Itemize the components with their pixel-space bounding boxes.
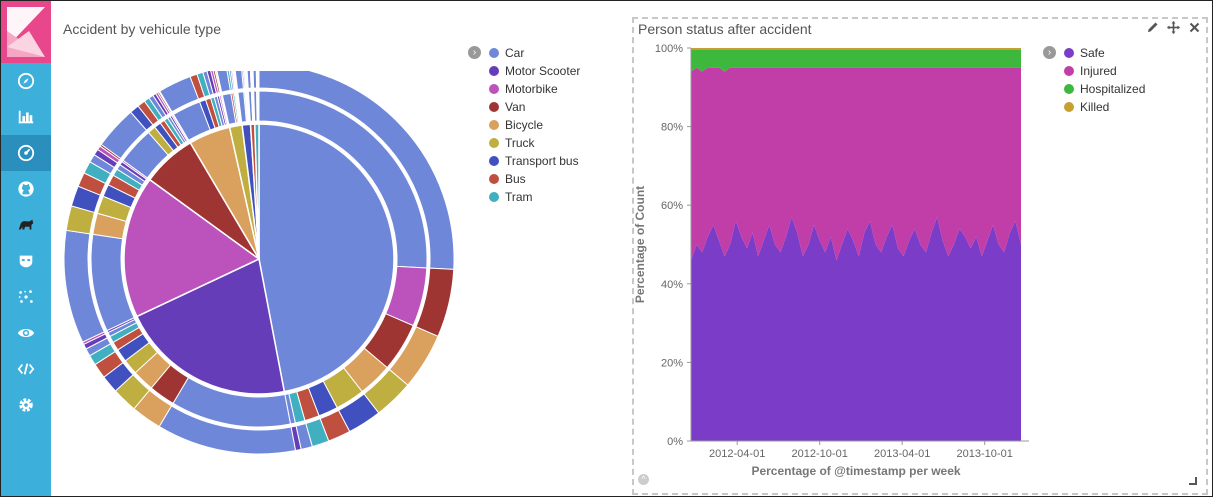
legend-swatch <box>489 120 499 130</box>
legend-swatch <box>1064 66 1074 76</box>
area-series-injured[interactable] <box>691 67 1021 261</box>
legend-label: Car <box>505 46 525 60</box>
eye-icon <box>17 328 35 338</box>
legend-label: Truck <box>505 136 535 150</box>
sidebar-item-monitoring[interactable] <box>1 315 51 351</box>
legend-label: Transport bus <box>505 154 579 168</box>
sidebar-item-dev-tools[interactable] <box>1 351 51 387</box>
pie-legend-item[interactable]: Van <box>489 98 580 116</box>
chevron-right-icon: › <box>1047 47 1052 58</box>
pie-slice[interactable] <box>253 123 260 260</box>
sidebar-item-devtools-mask[interactable] <box>1 243 51 279</box>
legend-label: Killed <box>1080 100 1110 114</box>
pie-legend-item[interactable]: Truck <box>489 134 580 152</box>
legend-swatch <box>489 102 499 112</box>
legend-swatch <box>1064 102 1074 112</box>
timelion-icon <box>18 219 34 230</box>
legend-swatch <box>1064 48 1074 58</box>
pie-legend-item[interactable]: Tram <box>489 188 580 206</box>
pie-legend-item[interactable]: Motor Scooter <box>489 62 580 80</box>
legend-swatch <box>489 156 499 166</box>
x-tick-label: 2012-04-01 <box>709 448 765 460</box>
sunburst-chart[interactable] <box>61 71 461 461</box>
pie-legend-item[interactable]: Bicycle <box>489 116 580 134</box>
github-icon <box>18 181 34 197</box>
legend-swatch <box>489 192 499 202</box>
area-series-safe[interactable] <box>691 216 1021 441</box>
legend-swatch <box>489 48 499 58</box>
area-series-hospitalized[interactable] <box>691 49 1021 72</box>
x-tick-label: 2013-10-01 <box>957 448 1013 460</box>
sidebar <box>1 1 51 496</box>
pie-slice[interactable] <box>135 257 286 395</box>
person-status-panel <box>632 17 1208 495</box>
legend-label: Bicycle <box>505 118 544 132</box>
legend-swatch <box>489 138 499 148</box>
y-tick-label: 40% <box>661 279 683 291</box>
legend-label: Injured <box>1080 64 1117 78</box>
legend-swatch <box>489 66 499 76</box>
sidebar-item-graph[interactable] <box>1 279 51 315</box>
legend-label: Tram <box>505 190 533 204</box>
legend-label: Safe <box>1080 46 1105 60</box>
bar-chart-icon <box>18 110 34 124</box>
legend-swatch <box>489 174 499 184</box>
y-tick-label: 0% <box>667 436 683 448</box>
chevron-right-icon: › <box>472 47 477 58</box>
collapse-icon[interactable]: ^ <box>638 474 649 485</box>
kibana-logo-icon <box>7 7 45 57</box>
area-legend-item[interactable]: Injured <box>1064 62 1145 80</box>
legend-label: Van <box>505 100 526 114</box>
y-axis-title: Percentage of Count <box>633 186 647 303</box>
close-icon[interactable] <box>1189 21 1200 36</box>
panel-title: Accident by vehicule type <box>63 21 221 37</box>
legend-toggle-button-2[interactable]: › <box>1043 46 1056 59</box>
sidebar-item-visualize[interactable] <box>1 99 51 135</box>
legend-label: Motorbike <box>505 82 558 96</box>
pie-legend-item[interactable]: Car <box>489 44 580 62</box>
area-legend-item[interactable]: Safe <box>1064 44 1145 62</box>
y-tick-label: 100% <box>655 43 683 55</box>
area-chart[interactable]: 0% 20% 40% 60% 80% 100% 2012-04-01 2012-10-01 20… <box>633 41 1038 486</box>
legend-toggle-button[interactable]: › <box>468 46 481 59</box>
legend-label: Hospitalized <box>1080 82 1146 96</box>
x-tick-label: 2013-04-01 <box>874 448 930 460</box>
gear-icon <box>19 398 33 412</box>
y-tick-label: 60% <box>661 200 683 212</box>
sidebar-item-discover[interactable] <box>1 63 51 99</box>
dashboard-icon <box>17 144 35 162</box>
sidebar-item-settings[interactable] <box>1 387 51 423</box>
x-tick-label: 2012-10-01 <box>792 448 848 460</box>
x-axis-title: Percentage of @timestamp per week <box>751 464 960 478</box>
y-tick-label: 80% <box>661 122 683 134</box>
mask-icon <box>19 255 33 268</box>
pie-legend: Car Motor Scooter Motorbike Van Bicycle Truck… <box>489 44 580 206</box>
move-icon[interactable] <box>1167 21 1180 37</box>
sidebar-item-dashboard[interactable] <box>1 135 51 171</box>
area-series-killed[interactable] <box>691 48 1021 50</box>
compass-icon <box>17 72 35 90</box>
pie-slice[interactable] <box>123 178 261 318</box>
pie-legend-item[interactable]: Bus <box>489 170 580 188</box>
graph-icon <box>18 290 33 303</box>
area-legend: Safe Injured Hospitalized Killed <box>1064 44 1145 116</box>
pencil-icon[interactable] <box>1147 21 1159 36</box>
sidebar-item-github[interactable] <box>1 171 51 207</box>
area-legend-item[interactable]: Hospitalized <box>1064 80 1145 98</box>
y-tick-label: 20% <box>661 357 683 369</box>
panel-title-2: Person status after accident <box>638 21 812 37</box>
legend-swatch <box>489 84 499 94</box>
legend-label: Bus <box>505 172 526 186</box>
pie-legend-item[interactable]: Motorbike <box>489 80 580 98</box>
area-legend-item[interactable]: Killed <box>1064 98 1145 116</box>
legend-swatch <box>1064 84 1074 94</box>
kibana-logo[interactable] <box>1 1 51 63</box>
pie-legend-item[interactable]: Transport bus <box>489 152 580 170</box>
pie-slice[interactable] <box>258 123 395 393</box>
legend-label: Motor Scooter <box>505 64 581 78</box>
resize-handle-icon[interactable] <box>1189 477 1197 485</box>
code-icon <box>17 363 35 375</box>
sidebar-item-timelion[interactable] <box>1 207 51 243</box>
